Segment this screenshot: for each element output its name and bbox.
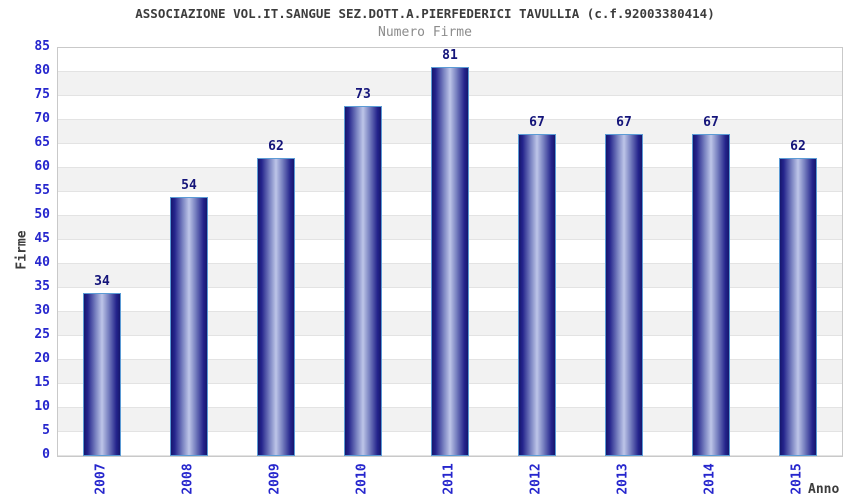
y-tick-label: 45	[34, 231, 50, 246]
bar-2007	[83, 293, 121, 456]
x-tick-label: 2015	[789, 463, 805, 495]
y-tick-label: 40	[34, 255, 50, 270]
x-axis-title: Anno	[808, 482, 840, 497]
bar-2013	[605, 134, 643, 456]
y-tick-label: 80	[34, 63, 50, 78]
x-tick-label: 2014	[702, 463, 718, 495]
x-tick-label: 2011	[441, 463, 457, 495]
bar-value-label: 67	[703, 115, 719, 130]
chart-subtitle: Numero Firme	[378, 25, 472, 40]
y-tick-label: 20	[34, 351, 50, 366]
bar-value-label: 73	[355, 87, 371, 102]
bar-value-label: 81	[442, 48, 458, 63]
y-tick-label: 85	[34, 39, 50, 54]
x-tick-label: 2010	[354, 463, 370, 495]
x-tick-label: 2007	[93, 463, 109, 495]
bar-2008	[170, 197, 208, 456]
bar-value-label: 54	[181, 178, 197, 193]
plot-area: 34 54 62 73 81 67 67 67 62	[57, 47, 843, 457]
x-tick-label: 2013	[615, 463, 631, 495]
y-tick-label: 25	[34, 327, 50, 342]
y-tick-label: 30	[34, 303, 50, 318]
bar-2010	[344, 106, 382, 456]
bar-2015	[779, 158, 817, 456]
x-tick-label: 2008	[180, 463, 196, 495]
bar-2012	[518, 134, 556, 456]
y-tick-label: 55	[34, 183, 50, 198]
bar-2014	[692, 134, 730, 456]
bar-2009	[257, 158, 295, 456]
y-tick-label: 5	[42, 423, 50, 438]
bar-value-label: 34	[94, 274, 110, 289]
y-tick-label: 35	[34, 279, 50, 294]
bar-value-label: 67	[529, 115, 545, 130]
x-tick-label: 2012	[528, 463, 544, 495]
bar-2011	[431, 67, 469, 456]
y-axis-title: Firme	[14, 230, 30, 270]
bar-value-label: 62	[268, 139, 284, 154]
y-tick-label: 75	[34, 87, 50, 102]
y-tick-label: 70	[34, 111, 50, 126]
bar-value-label: 62	[790, 139, 806, 154]
y-tick-label: 65	[34, 135, 50, 150]
x-tick-label: 2009	[267, 463, 283, 495]
bar-value-label: 67	[616, 115, 632, 130]
y-tick-label: 15	[34, 375, 50, 390]
y-tick-label: 60	[34, 159, 50, 174]
chart-title: ASSOCIAZIONE VOL.IT.SANGUE SEZ.DOTT.A.PI…	[135, 6, 715, 21]
y-tick-label: 50	[34, 207, 50, 222]
y-tick-label: 10	[34, 399, 50, 414]
y-tick-label: 0	[42, 447, 50, 462]
